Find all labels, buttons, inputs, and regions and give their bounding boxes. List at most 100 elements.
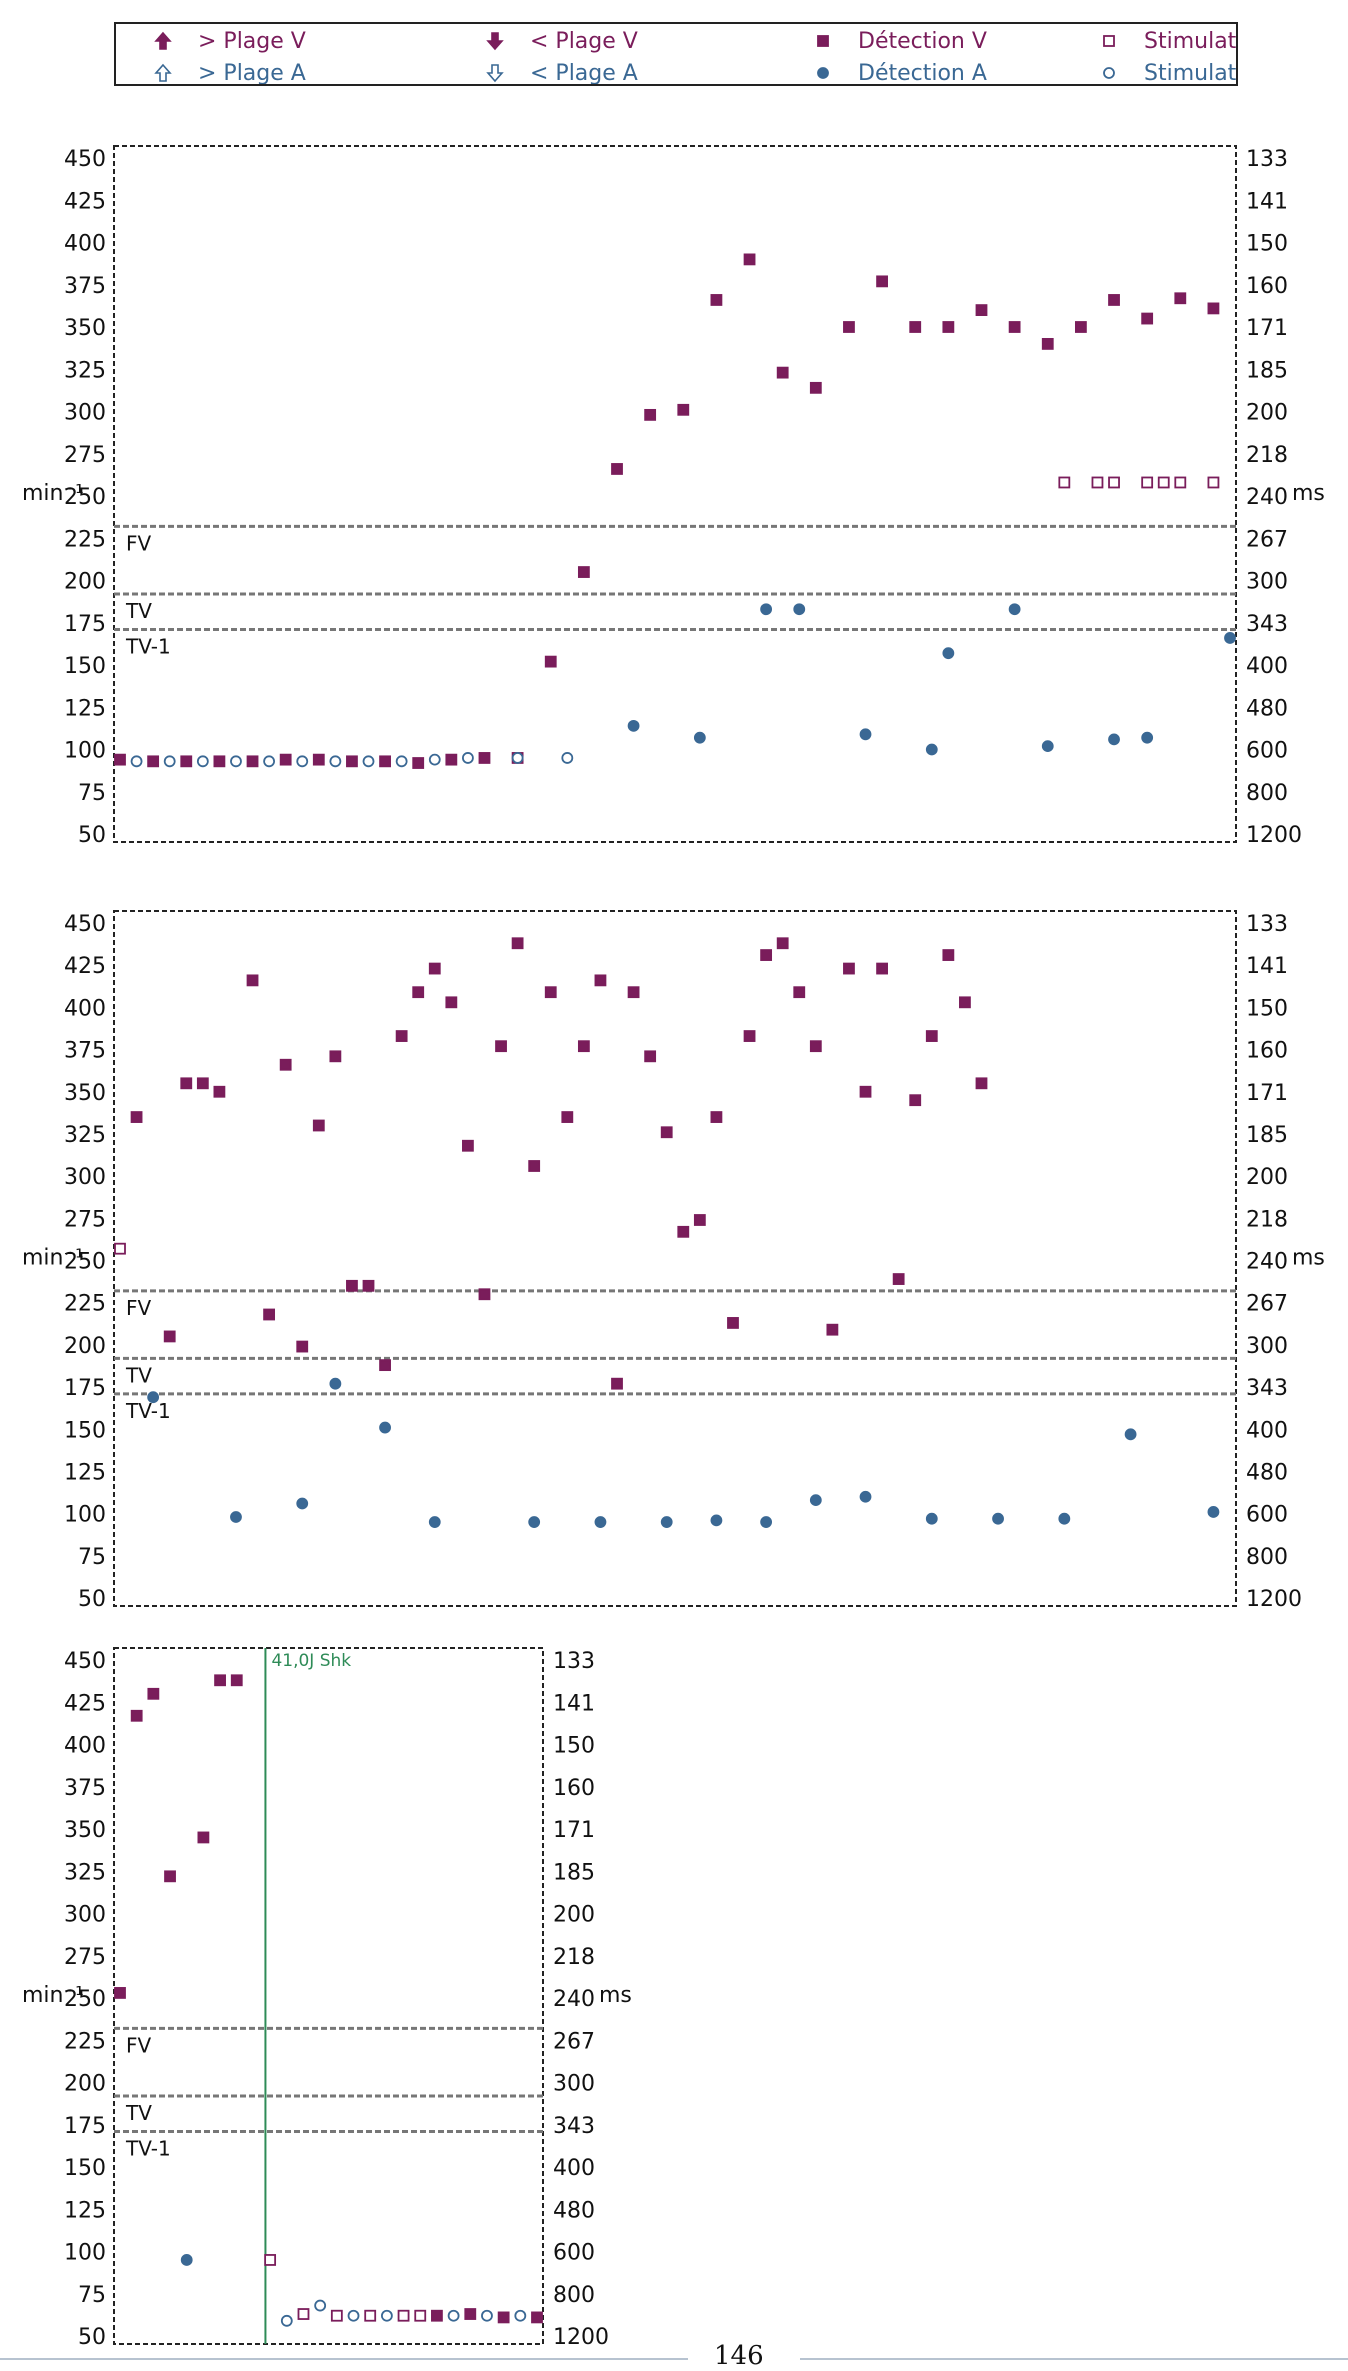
legend-label: Détection V — [858, 28, 987, 54]
legend-item: > Plage A — [146, 58, 306, 84]
y2-tick-label: 150 — [1246, 996, 1288, 1021]
data-point — [1207, 476, 1220, 489]
data-point — [793, 603, 806, 616]
data-point — [1008, 321, 1021, 333]
data-point — [627, 719, 640, 732]
y2-tick-label: 600 — [1246, 1503, 1288, 1528]
data-point — [130, 1111, 143, 1123]
y-tick-label: 325 — [64, 1123, 106, 1148]
data-point — [1174, 476, 1187, 489]
y-tick-label: 50 — [78, 823, 106, 848]
y2-tick-label: 800 — [1246, 1545, 1288, 1570]
data-point — [180, 755, 193, 768]
circle-open-icon — [1092, 63, 1126, 83]
y2-tick-label: 240 — [553, 1987, 595, 2012]
data-point — [925, 1030, 938, 1042]
y2-tick-label: 150 — [553, 1734, 595, 1759]
data-point — [959, 996, 971, 1009]
data-point — [428, 1516, 441, 1528]
data-point — [1108, 733, 1120, 746]
data-point — [1174, 292, 1187, 305]
data-point — [397, 2309, 410, 2322]
page-number: 146 — [714, 2341, 764, 2371]
y-tick-label: 175 — [64, 1376, 106, 1401]
y-tick-label: 400 — [64, 232, 106, 257]
square-filled-icon — [806, 31, 840, 51]
y2-tick-label: 240 — [1246, 485, 1288, 510]
y2-tick-label: 160 — [1246, 274, 1288, 299]
data-point — [495, 1040, 507, 1053]
data-point — [462, 1139, 474, 1152]
data-point — [644, 1050, 657, 1063]
data-point — [693, 1214, 706, 1226]
chart-panel-3: 450 133 425 141 400 150 375 160 350 171 325 185 300 2… — [22, 1647, 632, 2350]
chart-legend: > Plage V < Plage V Détection V Stimulatio >… — [114, 22, 1238, 86]
data-point — [147, 1391, 160, 1404]
y2-tick-label: 300 — [1246, 1334, 1288, 1359]
data-point — [481, 2309, 493, 2322]
data-point — [379, 1421, 391, 1434]
y2-tick-label: 160 — [1246, 1039, 1288, 1064]
y-tick-label: 350 — [64, 1081, 106, 1106]
y-tick-label: 200 — [64, 1334, 106, 1359]
y2-tick-label: 133 — [1246, 147, 1288, 172]
data-point — [296, 1340, 309, 1353]
data-point — [909, 321, 922, 333]
y-tick-label: 300 — [64, 1903, 106, 1928]
y-tick-label: 450 — [64, 912, 106, 937]
data-point — [114, 1242, 126, 1255]
data-point — [197, 1831, 210, 1844]
data-point — [1141, 731, 1154, 744]
legend-item: Stimulatio — [1092, 26, 1236, 56]
data-point — [230, 1674, 243, 1687]
y-tick-label: 225 — [64, 1292, 106, 1317]
legend-label: < Plage A — [530, 60, 638, 86]
y2-tick-label: 800 — [553, 2283, 595, 2308]
y-tick-label: 425 — [64, 954, 106, 979]
data-point — [330, 2309, 343, 2322]
data-point — [925, 743, 938, 756]
y2-tick-label: 400 — [1246, 654, 1288, 679]
y2-tick-label: 185 — [1246, 1123, 1288, 1148]
y-tick-label: 250 — [64, 1250, 106, 1275]
data-point — [445, 996, 458, 1009]
y2-tick-label: 343 — [1246, 612, 1288, 637]
data-point — [412, 986, 425, 999]
y2-tick-label: 141 — [1246, 189, 1288, 214]
data-point — [743, 1030, 756, 1042]
data-point — [1008, 603, 1021, 616]
data-point — [214, 1674, 226, 1687]
y-tick-label: 300 — [64, 401, 106, 426]
y2-tick-label: 218 — [1246, 1207, 1288, 1232]
y-tick-label: 350 — [64, 316, 106, 341]
y-tick-label: 450 — [64, 147, 106, 172]
data-point — [362, 1279, 375, 1292]
y2-tick-label: 300 — [553, 2072, 595, 2097]
y-tick-label: 125 — [64, 2198, 106, 2223]
y-tick-label: 300 — [64, 1165, 106, 1190]
y-tick-label: 350 — [64, 1818, 106, 1843]
data-point — [859, 1490, 872, 1503]
y2-tick-label: 480 — [1246, 1460, 1288, 1485]
y-tick-label: 75 — [78, 2283, 106, 2308]
legend-item: Stimulatio — [1092, 58, 1236, 84]
zone-label: TV — [125, 1363, 152, 1387]
data-point — [826, 1323, 839, 1336]
data-point — [1141, 476, 1154, 489]
data-point — [876, 962, 888, 975]
data-point — [809, 381, 822, 394]
y2-tick-label: 480 — [1246, 696, 1288, 721]
zone-label: TV — [125, 599, 152, 623]
y-tick-label: 275 — [64, 1207, 106, 1232]
data-point — [329, 1377, 342, 1390]
data-point — [644, 408, 657, 421]
data-point — [594, 1516, 607, 1528]
y-tick-label: 150 — [64, 2156, 106, 2181]
y-axis-label: min⁻¹ — [22, 481, 84, 506]
data-point — [395, 1030, 408, 1042]
legend-item: < Plage A — [478, 58, 638, 86]
data-point — [727, 1317, 739, 1329]
data-point — [544, 986, 557, 999]
y-tick-label: 325 — [64, 358, 106, 383]
data-point — [1157, 476, 1170, 489]
